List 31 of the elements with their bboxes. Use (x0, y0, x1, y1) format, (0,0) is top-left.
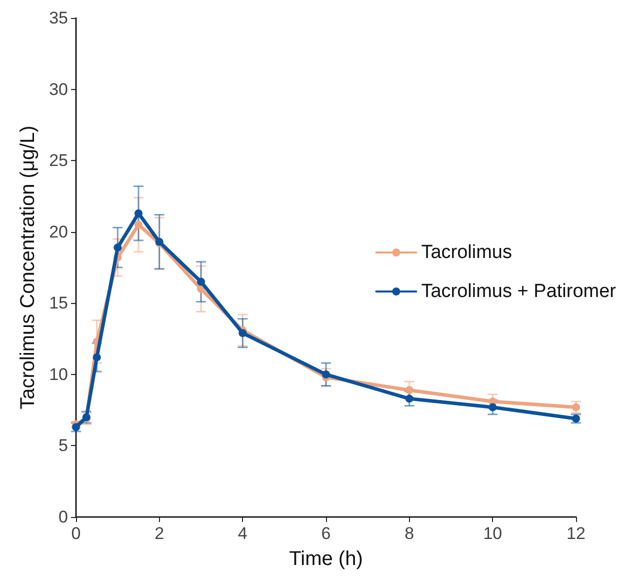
point (114, 244, 122, 252)
point (572, 414, 580, 423)
y-tick-label: 0 (58, 508, 68, 526)
y-tick-label: 35 (49, 8, 68, 28)
x-tick-label: 0 (71, 524, 81, 543)
legend-label: Tacrolimus + Patiromer (421, 281, 617, 302)
y-tick-label: 15 (49, 294, 68, 313)
x-tick-label: 2 (154, 524, 164, 543)
point (197, 278, 205, 286)
point (92, 353, 101, 362)
x-tick-label: 10 (483, 524, 502, 543)
y-tick-label: 5 (58, 436, 68, 456)
point (405, 394, 414, 403)
y-tick-label: 25 (49, 151, 68, 170)
point (488, 403, 497, 412)
point (134, 209, 142, 218)
point (405, 386, 414, 394)
y-tick-label: 10 (49, 364, 68, 384)
point (134, 220, 142, 229)
y-tick-label: 20 (49, 222, 68, 242)
x-tick-label: 8 (404, 524, 414, 543)
point (238, 329, 247, 338)
x-tick-label: 6 (321, 524, 331, 543)
x-axis-title: Time (h) (289, 548, 363, 570)
y-tick-label: 30 (49, 80, 68, 99)
legend-label: Tacrolimus (421, 242, 512, 263)
x-tick-label: 4 (238, 524, 248, 543)
x-tick-label: 12 (566, 524, 586, 543)
point (322, 370, 330, 378)
point (572, 403, 580, 412)
y-axis-title: Tacrolimus Concentration (μg/L) (17, 126, 39, 410)
